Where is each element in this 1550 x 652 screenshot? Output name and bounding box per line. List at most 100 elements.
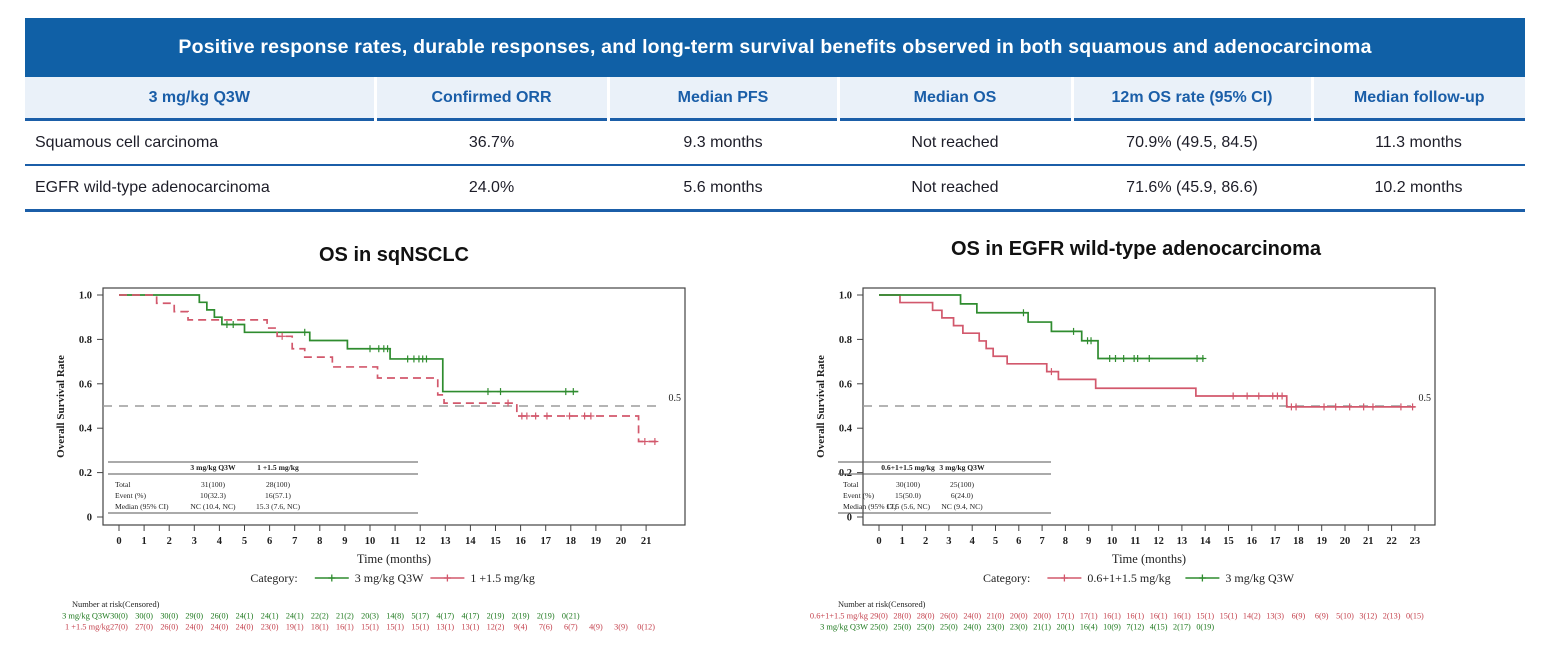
x-tick-label: 7: [1039, 536, 1044, 547]
censor-marks: [278, 332, 659, 446]
x-tick-label: 13: [1177, 536, 1188, 547]
x-tick-label: 8: [317, 536, 322, 547]
survival-curve-3-mg-kg-q3w: [879, 294, 1205, 360]
x-tick-label: 1: [900, 536, 905, 547]
x-tick-label: 11: [390, 536, 400, 547]
risk-value: 27(0): [110, 623, 128, 632]
chart-title: OS in sqNSCLC: [319, 244, 469, 266]
x-tick-label: 21: [1363, 536, 1374, 547]
risk-value: 13(1): [462, 623, 480, 632]
number-at-risk-table: Number at risk(Censored)3 mg/kg Q3W 30(0)…: [62, 600, 655, 632]
inset-col-header: 3 mg/kg Q3W: [939, 463, 985, 472]
x-tick-label: 23: [1410, 536, 1421, 547]
x-tick-label: 9: [1086, 536, 1091, 547]
risk-value: 4(17): [436, 612, 454, 621]
risk-value: 5(17): [411, 612, 429, 621]
inset-stats-table: 0.6+1+1.5 mg/kg 30(100) 15(50.0) 17.5 (5.6,…: [838, 461, 1051, 514]
col-header-pfs: Median PFS: [608, 77, 840, 120]
risk-value: 24(0): [963, 612, 981, 621]
x-tick-label: 20: [616, 536, 627, 547]
censor-marks: [1019, 309, 1207, 362]
x-tick-label: 16: [1247, 536, 1258, 547]
x-tick-label: 16: [515, 536, 526, 547]
x-axis-label: Time (months): [357, 552, 431, 566]
risk-value: 21(0): [987, 612, 1005, 621]
x-tick-label: 18: [566, 536, 577, 547]
risk-value: 15(1): [361, 623, 379, 632]
risk-value: 14(2): [1243, 612, 1261, 621]
x-tick-label: 6: [1016, 536, 1021, 547]
risk-value: 22(2): [311, 612, 329, 621]
legend-prefix: Category:: [983, 571, 1030, 585]
risk-value: 30(0): [110, 612, 128, 621]
risk-value: 16(4): [1080, 623, 1098, 632]
legend-label: 3 mg/kg Q3W: [355, 571, 424, 585]
risk-value: 20(3): [361, 612, 379, 621]
x-tick-label: 18: [1293, 536, 1304, 547]
risk-value: 3(12): [1359, 612, 1377, 621]
inset-value: 17.5 (5.6, NC): [886, 502, 931, 511]
inset-value: NC (10.4, NC): [190, 502, 236, 511]
km-chart-egfr-wt-adeno: OS in EGFR wild-type adenocarcinoma 1.0 0.…: [810, 238, 1436, 632]
x-tick-label: 4: [217, 536, 223, 547]
x-tick-label: 3: [192, 536, 197, 547]
risk-value: 2(17): [1173, 623, 1191, 632]
km-chart-sqnsclc: OS in sqNSCLC 1.0 0.8 0.6 0.4 0.2 0 Overall Sur…: [55, 244, 686, 632]
risk-value: 0(15): [1406, 612, 1424, 621]
x-tick-label: 19: [591, 536, 602, 547]
col-header-arm: 3 mg/kg Q3W: [25, 77, 377, 120]
risk-value: 15(1): [411, 623, 429, 632]
x-tick-label: 13: [440, 536, 451, 547]
risk-value: 15(1): [1196, 612, 1214, 621]
x-tick-label: 4: [970, 536, 976, 547]
cell-os: Not reached: [838, 165, 1072, 211]
x-tick-label: 11: [1130, 536, 1140, 547]
banner-title: Positive response rates, durable respons…: [178, 36, 1372, 58]
summary-table: 3 mg/kg Q3W Confirmed ORR Median PFS Med…: [25, 77, 1525, 212]
x-tick-label: 17: [540, 536, 551, 547]
risk-value: 24(0): [963, 623, 981, 632]
risk-row-label: 3 mg/kg Q3W: [62, 612, 110, 621]
risk-value: 29(0): [185, 612, 203, 621]
inset-value: 10(32.3): [200, 491, 226, 500]
x-tick-label: 1: [141, 536, 146, 547]
x-tick-label: 2: [923, 536, 928, 547]
col-header-os-rate: 12m OS rate (95% CI): [1072, 77, 1314, 120]
risk-value: 4(15): [1150, 623, 1168, 632]
x-tick-label: 5: [993, 536, 998, 547]
risk-value: 25(0): [917, 623, 935, 632]
legend-label: 3 mg/kg Q3W: [1225, 571, 1294, 585]
inset-row-label: Median (95% CI): [115, 502, 169, 511]
risk-value: 24(1): [236, 612, 254, 621]
risk-value: 4(9): [589, 623, 603, 632]
col-header-os: Median OS: [838, 77, 1074, 120]
risk-value: 15(1): [386, 623, 404, 632]
inset-value: 6(24.0): [951, 491, 974, 500]
y-tick-label: 0.6: [839, 379, 852, 390]
y-tick-label: 0.4: [839, 424, 853, 435]
risk-value: 17(1): [1080, 612, 1098, 621]
x-tick-label: 14: [1200, 536, 1211, 547]
inset-col-header: 3 mg/kg Q3W: [190, 463, 236, 472]
x-tick-label: 20: [1340, 536, 1351, 547]
risk-value: 23(0): [1010, 623, 1028, 632]
risk-value: 29(0): [870, 612, 888, 621]
risk-value: 2(19): [512, 612, 530, 621]
y-axis-label: Overall Survival Rate: [55, 355, 67, 458]
title-banner: Positive response rates, durable respons…: [25, 18, 1525, 77]
risk-value: 3(9): [614, 623, 628, 632]
risk-value: 28(0): [917, 612, 935, 621]
risk-value: 15(1): [1220, 612, 1238, 621]
inset-col-header: 0.6+1+1.5 mg/kg: [881, 463, 935, 472]
y-tick-label: 1.0: [79, 291, 92, 302]
x-tick-label: 0: [876, 536, 881, 547]
risk-row-label: 0.6+1+1.5 mg/kg: [810, 612, 869, 621]
chart-legend: Category: 3 mg/kg Q3W 1 +1.5 mg/kg: [250, 571, 534, 585]
y-tick-label: 0.8: [79, 335, 92, 346]
x-tick-label: 14: [465, 536, 476, 547]
risk-value: 2(19): [487, 612, 505, 621]
x-tick-label: 3: [946, 536, 951, 547]
inset-value: 15(50.0): [895, 491, 921, 500]
risk-value: 21(2): [336, 612, 354, 621]
risk-value: 16(1): [1103, 612, 1121, 621]
